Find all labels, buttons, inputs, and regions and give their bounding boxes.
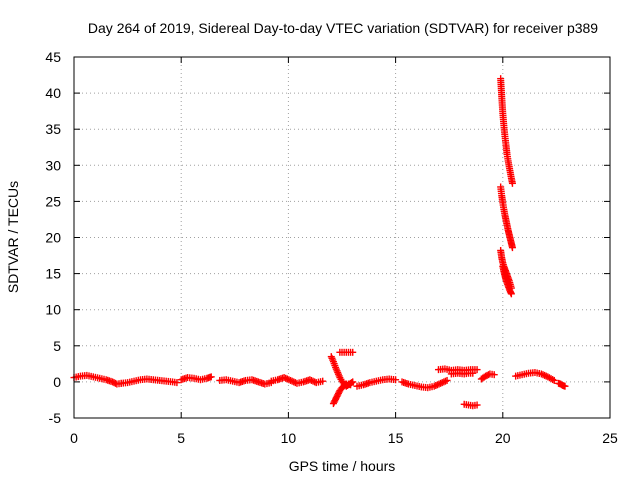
y-tick-label: 45: [45, 49, 61, 65]
data-point: [437, 379, 445, 387]
data-point: [441, 377, 449, 385]
data-point: [541, 371, 549, 379]
y-tick-label: 10: [45, 302, 61, 318]
data-point: [507, 290, 515, 298]
data-point: [542, 372, 550, 380]
data-point: [306, 376, 314, 384]
x-tick-label: 25: [602, 430, 618, 446]
data-point: [435, 380, 443, 388]
data-point: [347, 381, 355, 389]
x-tick-label: 5: [177, 430, 185, 446]
x-tick-label: 20: [495, 430, 511, 446]
data-point: [349, 348, 357, 356]
data-point: [207, 373, 215, 381]
data-point: [433, 381, 441, 389]
y-tick-label: -5: [49, 410, 62, 426]
data-point: [430, 382, 438, 390]
data-point: [508, 179, 516, 187]
y-axis-label: SDTVAR / TECUs: [5, 181, 21, 293]
data-point: [280, 374, 288, 382]
data-point: [508, 244, 516, 252]
grid-lines: [74, 57, 610, 418]
data-point: [550, 376, 558, 384]
data-point: [309, 377, 317, 385]
data-point: [319, 377, 327, 385]
x-tick-labels: 0 5 10 15 20 25: [70, 430, 618, 446]
plot-frame: [73, 56, 611, 419]
y-tick-label: 30: [45, 157, 61, 173]
y-tick-label: 40: [45, 85, 61, 101]
data-point: [287, 376, 295, 384]
data-points: [70, 75, 569, 410]
x-tick-label: 0: [70, 430, 78, 446]
data-point: [290, 378, 298, 386]
data-point: [473, 366, 481, 374]
y-tick-label: 0: [53, 374, 61, 390]
chart-title: Day 264 of 2019, Sidereal Day-to-day VTE…: [88, 20, 598, 36]
data-point: [283, 375, 291, 383]
data-point: [443, 376, 451, 384]
data-point: [282, 374, 290, 382]
x-tick-label: 15: [388, 430, 404, 446]
data-point: [285, 376, 293, 384]
data-point: [539, 371, 547, 379]
data-point: [549, 376, 557, 384]
y-tick-labels: -5 0 5 10 15 20 25 30 35 40 45: [45, 49, 61, 426]
data-point: [307, 376, 315, 384]
data-point: [440, 378, 448, 386]
data-point: [173, 379, 181, 387]
y-tick-label: 20: [45, 230, 61, 246]
data-point: [469, 369, 477, 377]
data-point: [473, 401, 481, 409]
data-point: [432, 382, 440, 390]
data-point: [537, 370, 545, 378]
data-point: [561, 382, 569, 390]
data-point: [490, 371, 498, 379]
data-point: [392, 376, 400, 384]
y-tick-label: 15: [45, 266, 61, 282]
data-point: [438, 379, 446, 387]
x-tick-label: 10: [281, 430, 297, 446]
data-point: [288, 377, 296, 385]
y-tick-label: 5: [53, 338, 61, 354]
y-tick-label: 25: [45, 193, 61, 209]
x-axis-label: GPS time / hours: [289, 458, 396, 474]
y-tick-label: 35: [45, 121, 61, 137]
